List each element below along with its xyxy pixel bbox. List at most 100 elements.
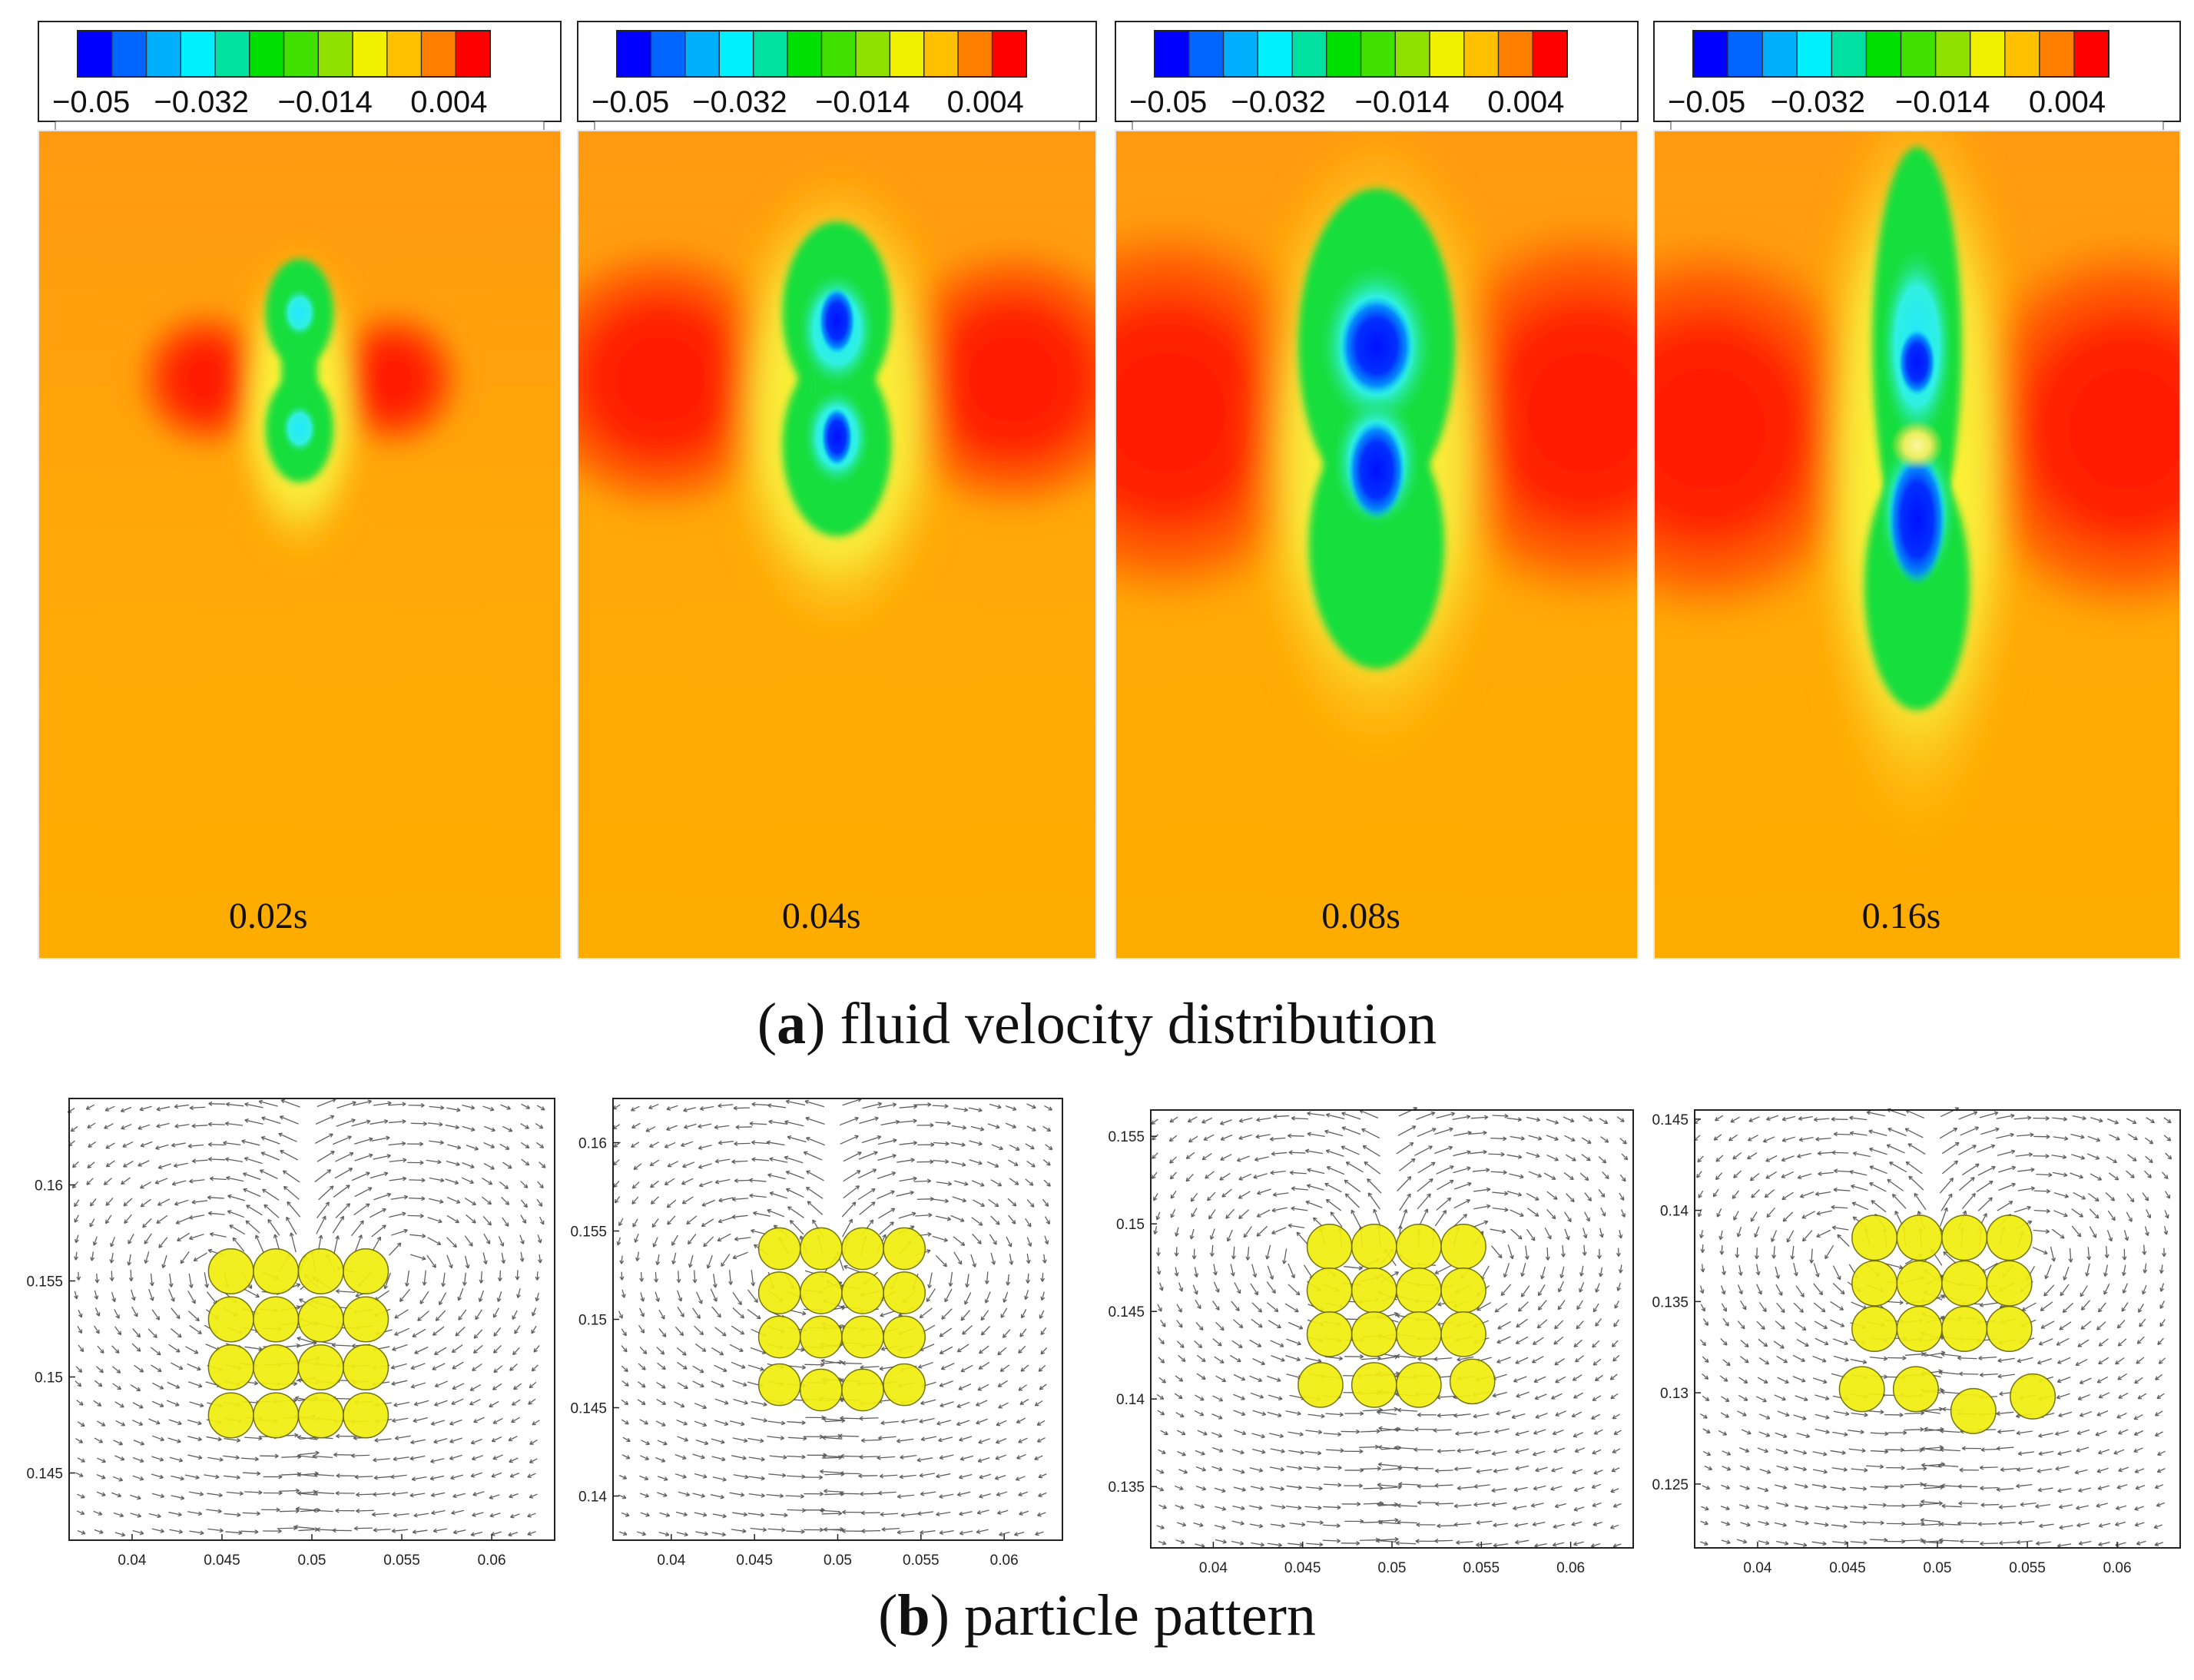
flow-vector-head — [204, 1284, 210, 1288]
flow-vector-head — [943, 1238, 948, 1242]
flow-vector-head — [122, 1143, 127, 1148]
flow-vector — [986, 1161, 999, 1168]
flow-vector — [131, 1343, 141, 1352]
flow-vector — [144, 1251, 150, 1264]
flow-vector-head — [618, 1221, 623, 1227]
flow-vector-head — [737, 1301, 742, 1306]
flow-vector — [676, 1347, 687, 1356]
flow-vector — [677, 1290, 682, 1302]
flow-vector — [399, 1288, 411, 1302]
flow-vector — [1554, 1320, 1564, 1330]
flow-vector — [464, 1235, 473, 1247]
flow-vector — [657, 1440, 668, 1445]
flow-vector-head — [671, 1241, 676, 1246]
flow-vector — [677, 1307, 684, 1317]
flow-vector — [1341, 1112, 1361, 1120]
flow-vector — [373, 1493, 390, 1496]
flow-vector-head — [1466, 1115, 1471, 1119]
flow-vector-head — [256, 1471, 261, 1476]
flow-vector — [1019, 1398, 1029, 1405]
flow-vector — [1553, 1336, 1564, 1345]
flow-vector-head — [116, 1369, 121, 1373]
heatmap-field — [1115, 131, 1638, 959]
flow-vector-head — [111, 1297, 117, 1303]
flow-vector-head — [419, 1300, 424, 1304]
flow-vector — [392, 1344, 408, 1350]
flow-vector-head — [926, 1249, 931, 1254]
flow-vector-head — [209, 1176, 214, 1181]
flow-vector-head — [682, 1474, 687, 1479]
flow-vector — [804, 1151, 823, 1161]
flow-vector — [766, 1142, 785, 1146]
flow-vector-head — [685, 1492, 691, 1497]
flow-vector-head — [217, 1436, 222, 1442]
flow-vector — [245, 1220, 260, 1234]
flow-vector-head — [492, 1420, 498, 1424]
flow-vector-head — [235, 1455, 240, 1460]
colorbar-tick-label: −0.032 — [692, 85, 787, 119]
flow-vector — [409, 1455, 426, 1460]
flow-vector — [1351, 1209, 1361, 1228]
flow-vector — [1980, 1373, 1998, 1376]
flow-vector — [1756, 1248, 1758, 1259]
flow-vector-head — [742, 1382, 747, 1387]
flow-vector-head — [976, 1420, 980, 1425]
flow-vector — [1751, 1189, 1760, 1198]
flow-vector-head — [650, 1183, 655, 1188]
colorbar-cell — [753, 31, 788, 77]
flow-vector — [176, 1217, 190, 1224]
flow-vector — [714, 1398, 729, 1404]
flow-vector — [484, 1125, 495, 1132]
flow-vector — [674, 1473, 687, 1478]
flow-vector — [224, 1475, 240, 1479]
flow-vector — [1454, 1504, 1472, 1507]
flow-vector — [1344, 1179, 1361, 1193]
flow-vector-head — [173, 1163, 178, 1168]
flow-vector-head — [728, 1281, 733, 1285]
flow-vector-head — [101, 1422, 106, 1427]
flow-vector — [747, 1437, 764, 1442]
flow-vector-head — [1238, 1118, 1244, 1123]
flow-vector — [991, 1144, 1003, 1150]
peak-negative-core — [1887, 453, 1947, 586]
flow-vector — [517, 1288, 521, 1298]
flow-vector-head — [878, 1490, 883, 1496]
colorbar-cell — [181, 31, 216, 77]
flow-vector-head — [391, 1491, 396, 1496]
flow-vector-head — [340, 1215, 345, 1221]
flow-vector — [1939, 1128, 1957, 1139]
flow-vector — [1040, 1347, 1048, 1355]
flow-vector — [932, 1235, 948, 1241]
flow-vector-head — [754, 1244, 758, 1249]
flow-vector — [824, 1490, 844, 1493]
flow-vector — [721, 1254, 731, 1267]
flow-vector-head — [97, 1402, 102, 1407]
flow-vector-head — [634, 1238, 638, 1243]
flow-vector-head — [98, 1382, 103, 1387]
flow-vector-head — [623, 1347, 628, 1353]
flow-vector — [861, 1529, 881, 1532]
flow-vector — [167, 1381, 180, 1389]
flow-vector — [877, 1139, 897, 1145]
flow-vector-head — [731, 1214, 736, 1220]
flow-vector — [1225, 1208, 1235, 1219]
flow-vector — [621, 1255, 623, 1264]
flow-vector-head — [930, 1142, 935, 1148]
flow-vector — [692, 1307, 701, 1319]
flow-vector — [694, 1325, 704, 1336]
flow-vector — [74, 1199, 80, 1208]
flow-vector — [470, 1472, 482, 1477]
flow-vector-head — [919, 1473, 923, 1478]
flow-vector-head — [247, 1284, 253, 1289]
flow-vector — [123, 1198, 133, 1207]
flow-vector — [464, 1198, 476, 1205]
y-tick-label: 0.16 — [35, 1178, 63, 1195]
flow-vector — [718, 1141, 734, 1144]
flow-vector — [77, 1421, 85, 1427]
flow-vector-head — [1036, 1438, 1042, 1443]
flow-vector — [612, 1104, 621, 1110]
flow-vector — [1492, 1115, 1509, 1117]
colorbar-cell — [1970, 31, 2006, 77]
flow-vector — [1892, 1194, 1907, 1209]
flow-vector-head — [423, 1121, 427, 1126]
